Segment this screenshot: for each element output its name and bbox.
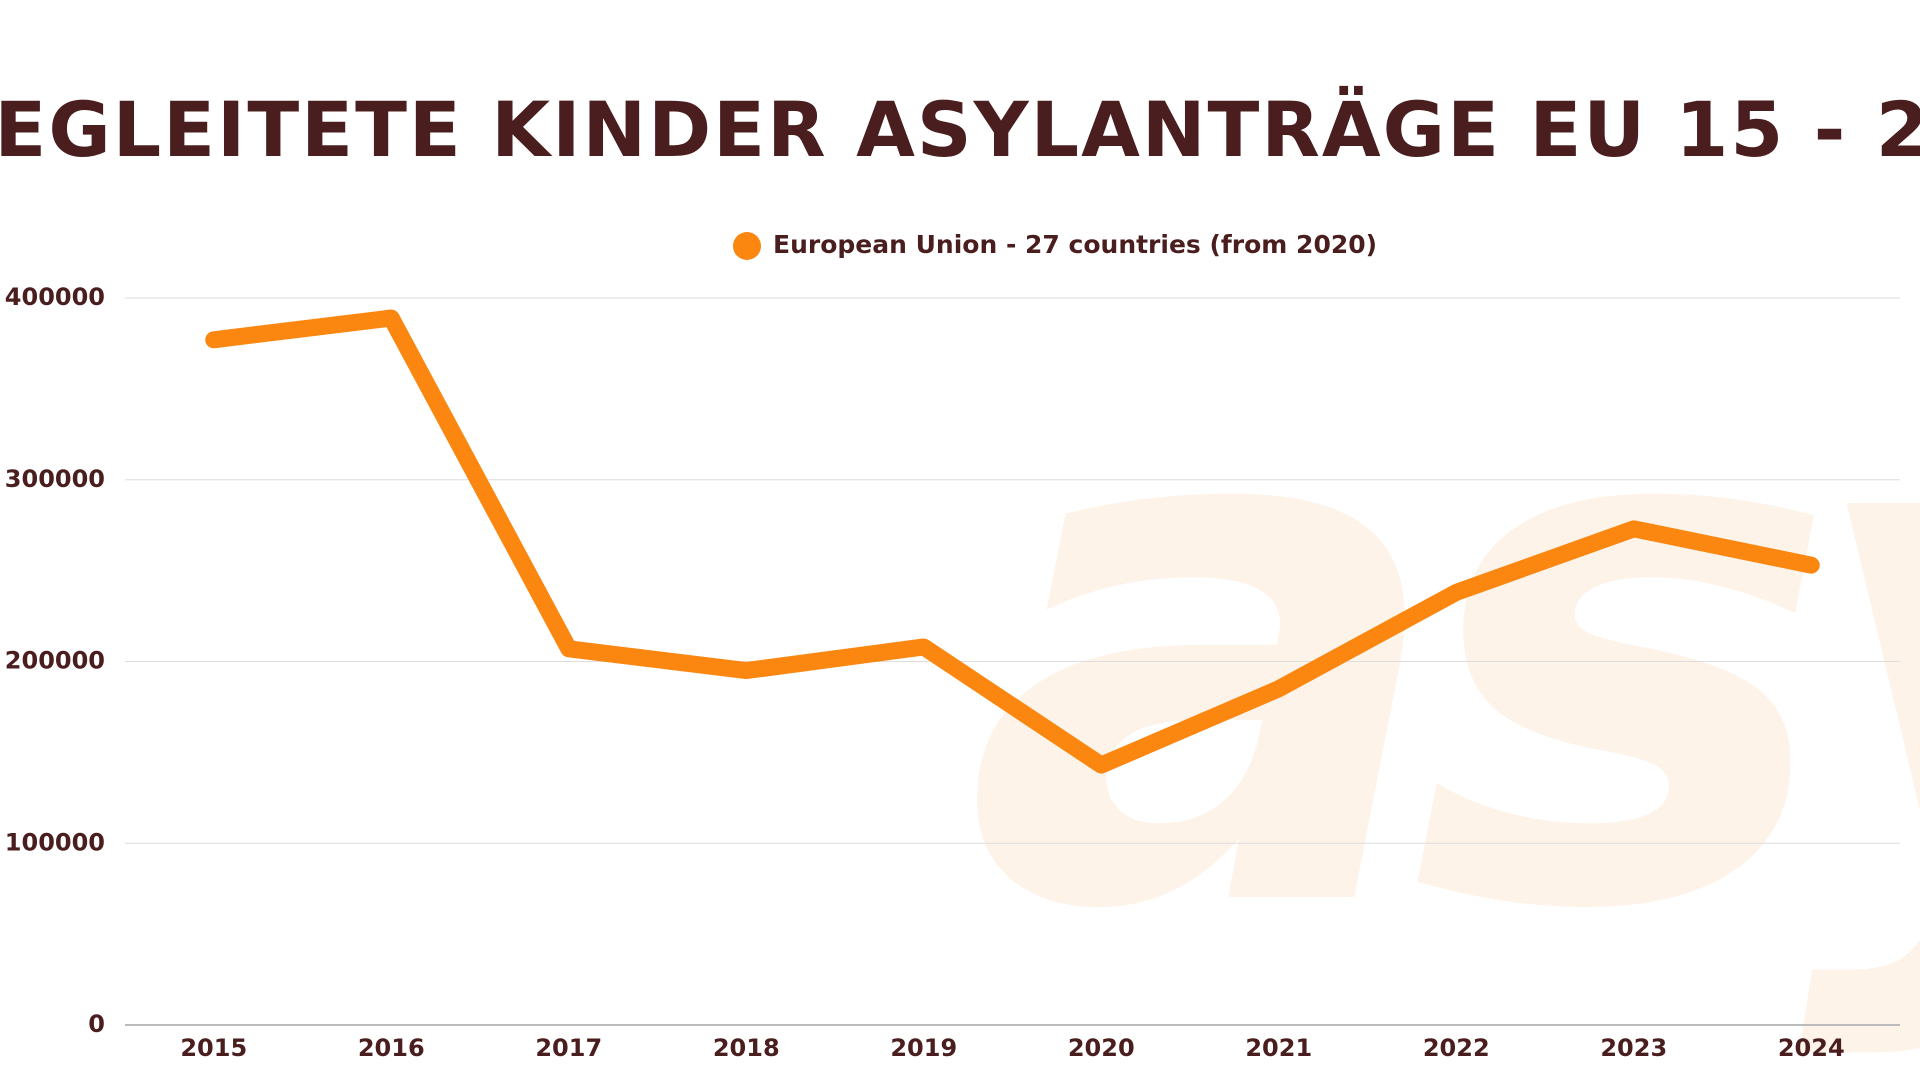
y-tick-label: 200000 [5, 647, 105, 675]
y-tick-label: 100000 [5, 828, 105, 856]
legend: European Union - 27 countries (from 2020… [733, 230, 1377, 260]
x-tick-label: 2024 [1778, 1034, 1845, 1062]
x-tick-label: 2022 [1423, 1034, 1490, 1062]
watermark: asyl [965, 229, 1920, 1067]
x-tick-label: 2019 [890, 1034, 957, 1062]
y-tick-label: 300000 [5, 465, 105, 493]
x-tick-label: 2017 [535, 1034, 602, 1062]
x-tick-label: 2023 [1600, 1034, 1667, 1062]
line-series [205, 309, 1820, 774]
legend-label: European Union - 27 countries (from 2020… [773, 230, 1377, 259]
x-tick-label: 2020 [1068, 1034, 1135, 1062]
legend-marker [733, 232, 761, 260]
x-tick-label: 2018 [713, 1034, 780, 1062]
x-tick-label: 2021 [1245, 1034, 1312, 1062]
x-tick-label: 2015 [180, 1034, 247, 1062]
chart-title: BEGLEITETE KINDER ASYLANTRÄGE EU 15 - 24 [0, 85, 1920, 174]
y-tick-label: 0 [88, 1010, 105, 1038]
x-tick-label: 2016 [358, 1034, 425, 1062]
y-tick-label: 400000 [5, 283, 105, 311]
